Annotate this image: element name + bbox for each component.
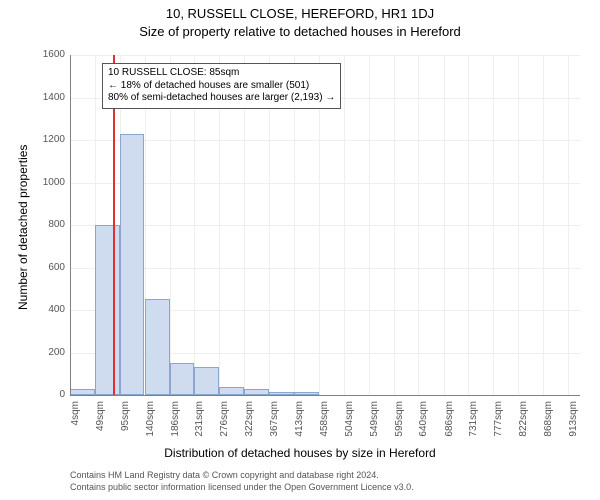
gridline-v (568, 55, 569, 395)
page-title-line1: 10, RUSSELL CLOSE, HEREFORD, HR1 1DJ (0, 6, 600, 21)
y-tick-label: 0 (30, 389, 65, 400)
gridline-h (70, 268, 580, 269)
annotation-line2: ← 18% of detached houses are smaller (50… (108, 80, 335, 93)
x-tick-label: 731sqm (468, 401, 479, 445)
gridline-v (493, 55, 494, 395)
annotation-box: 10 RUSSELL CLOSE: 85sqm ← 18% of detache… (102, 63, 341, 109)
x-tick-label: 458sqm (319, 401, 330, 445)
gridline-v (394, 55, 395, 395)
x-tick-label: 686sqm (444, 401, 455, 445)
y-tick-label: 200 (30, 347, 65, 358)
histogram-bar (219, 387, 244, 396)
x-tick-label: 777sqm (493, 401, 504, 445)
x-tick-label: 640sqm (418, 401, 429, 445)
x-tick-label: 913sqm (568, 401, 579, 445)
gridline-h (70, 225, 580, 226)
footer-attribution: Contains HM Land Registry data © Crown c… (70, 470, 414, 493)
x-tick-label: 4sqm (70, 401, 81, 445)
histogram-bar (145, 299, 170, 395)
footer-line2: Contains public sector information licen… (70, 482, 414, 494)
gridline-v (468, 55, 469, 395)
x-axis (70, 395, 580, 396)
x-tick-label: 49sqm (95, 401, 106, 445)
x-tick-label: 140sqm (145, 401, 156, 445)
gridline-v (369, 55, 370, 395)
y-tick-label: 1000 (30, 177, 65, 188)
gridline-v (518, 55, 519, 395)
histogram-bar (120, 134, 145, 395)
x-tick-label: 322sqm (244, 401, 255, 445)
x-tick-label: 413sqm (294, 401, 305, 445)
y-tick-label: 1600 (30, 49, 65, 60)
x-tick-label: 276sqm (219, 401, 230, 445)
y-tick-label: 400 (30, 304, 65, 315)
annotation-line3: 80% of semi-detached houses are larger (… (108, 92, 335, 105)
histogram-bar (194, 367, 219, 395)
gridline-v (418, 55, 419, 395)
histogram-bar (170, 363, 195, 395)
x-axis-label: Distribution of detached houses by size … (0, 446, 600, 460)
histogram-bar (95, 225, 120, 395)
gridline-h (70, 55, 580, 56)
y-tick-label: 600 (30, 262, 65, 273)
y-axis (70, 55, 71, 395)
x-tick-label: 822sqm (518, 401, 529, 445)
gridline-v (543, 55, 544, 395)
gridline-h (70, 183, 580, 184)
gridline-v (344, 55, 345, 395)
gridline-v (444, 55, 445, 395)
x-tick-label: 868sqm (543, 401, 554, 445)
x-tick-label: 504sqm (344, 401, 355, 445)
x-tick-label: 231sqm (194, 401, 205, 445)
x-tick-label: 549sqm (369, 401, 380, 445)
x-tick-label: 95sqm (120, 401, 131, 445)
page-title-line2: Size of property relative to detached ho… (0, 24, 600, 39)
annotation-line1: 10 RUSSELL CLOSE: 85sqm (108, 67, 335, 80)
x-tick-label: 367sqm (269, 401, 280, 445)
y-tick-label: 800 (30, 219, 65, 230)
y-tick-label: 1200 (30, 134, 65, 145)
y-axis-label: Number of detached properties (16, 145, 30, 310)
footer-line1: Contains HM Land Registry data © Crown c… (70, 470, 414, 482)
y-tick-label: 1400 (30, 92, 65, 103)
x-tick-label: 595sqm (394, 401, 405, 445)
gridline-h (70, 140, 580, 141)
x-tick-label: 186sqm (170, 401, 181, 445)
